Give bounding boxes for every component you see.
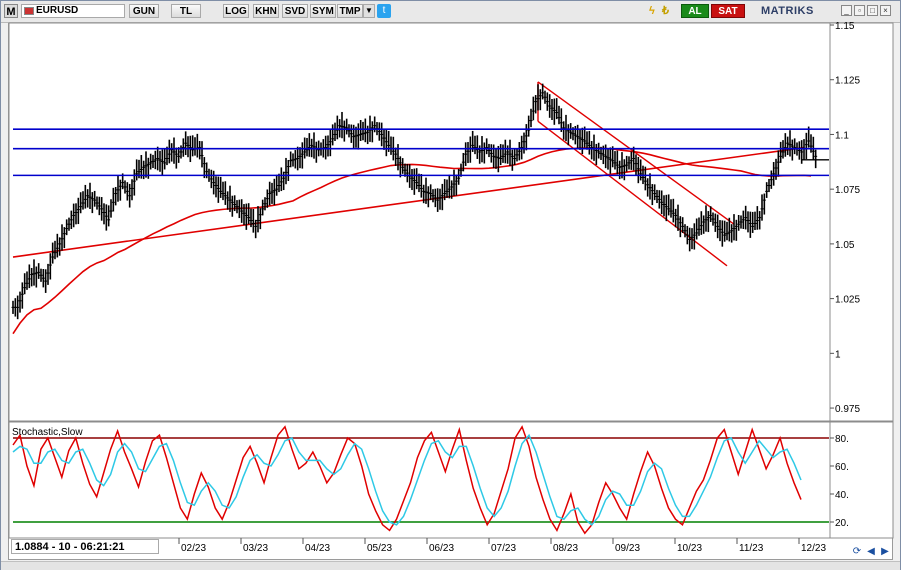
lightning-icon[interactable]: ϟ (649, 5, 655, 17)
eu-us-flag-icon (24, 7, 34, 15)
stochastic-title: Stochastic,Slow (12, 427, 83, 438)
channel-lower-line (537, 120, 728, 267)
horizontal-scrollbar[interactable] (1, 561, 900, 570)
buy-button[interactable]: AL (681, 4, 709, 18)
log-scale-button[interactable]: LOG (223, 4, 249, 18)
x-axis-label: 08/23 (553, 543, 578, 554)
stochastic-panel[interactable] (8, 421, 894, 539)
y-axis-label: 1.1 (835, 130, 849, 141)
currency-icon[interactable]: ₺ (662, 5, 669, 17)
scroll-right-icon[interactable]: ▶ (881, 546, 889, 557)
symbol-label: EURUSD (36, 5, 79, 16)
x-axis-label: 07/23 (491, 543, 516, 554)
symbol-selector[interactable]: EURUSD (21, 4, 125, 18)
channel-upper-line (537, 81, 735, 225)
stoch-y-label: 40. (835, 490, 849, 501)
x-axis-label: 05/23 (367, 543, 392, 554)
y-axis-label: 1.15 (835, 21, 855, 32)
x-axis-label: 12/23 (801, 543, 826, 554)
moving-average-line (12, 147, 812, 335)
x-axis-label: 04/23 (305, 543, 330, 554)
minimize-icon[interactable]: _ (841, 5, 852, 16)
stochastic-k-line (12, 425, 802, 535)
maximize-icon[interactable]: □ (867, 5, 878, 16)
app-menu-button[interactable]: M (4, 4, 18, 18)
x-axis-label: 06/23 (429, 543, 454, 554)
sell-button[interactable]: SAT (711, 4, 745, 18)
stoch-y-label: 60. (835, 462, 849, 473)
ascending-trendline (12, 146, 805, 258)
x-axis-label: 03/23 (243, 543, 268, 554)
chevron-down-icon[interactable]: ▼ (363, 4, 375, 18)
y-axis-label: 1 (835, 349, 841, 360)
y-axis-label: 0.975 (835, 404, 860, 415)
svd-button[interactable]: SVD (282, 4, 308, 18)
sym-button[interactable]: SYM (310, 4, 336, 18)
x-axis-label: 10/23 (677, 543, 702, 554)
y-axis-label: 1.125 (835, 76, 860, 87)
twitter-icon[interactable]: t (377, 4, 391, 18)
stoch-y-label: 80. (835, 434, 849, 445)
close-icon[interactable]: × (880, 5, 891, 16)
stochastic-d-line (12, 433, 802, 526)
chart-navigation: ⟳ ◀ ▶ (851, 546, 896, 560)
y-axis-label: 1.05 (835, 240, 855, 251)
khn-button[interactable]: KHN (253, 4, 279, 18)
x-axis-label: 02/23 (181, 543, 206, 554)
x-axis-label: 11/23 (739, 543, 764, 554)
restore-icon[interactable]: ▫ (854, 5, 865, 16)
period-daily-button[interactable]: GUN (129, 4, 159, 18)
brand-logo: MATRIKS (761, 5, 814, 17)
stoch-y-label: 20. (835, 518, 849, 529)
price-readout: 1.0884 - 10 - 06:21:21 (11, 539, 159, 554)
y-axis-label: 1.025 (835, 295, 860, 306)
currency-tl-button[interactable]: TL (171, 4, 201, 18)
x-axis-label: 09/23 (615, 543, 640, 554)
template-button[interactable]: TMP (337, 4, 363, 18)
toolbar: M EURUSD GUN TL LOG KHN SVD SYM TMP ▼ t … (1, 1, 900, 23)
scroll-left-icon[interactable]: ◀ (867, 546, 875, 557)
y-axis-label: 1.075 (835, 185, 860, 196)
refresh-icon[interactable]: ⟳ (852, 546, 862, 557)
